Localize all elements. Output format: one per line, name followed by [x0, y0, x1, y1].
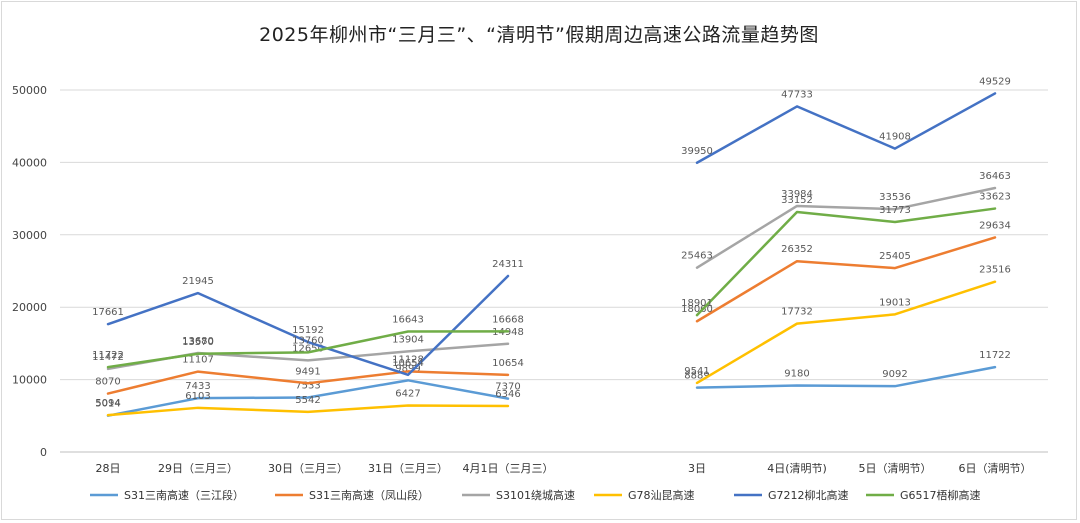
data-label: 5094 [95, 398, 120, 409]
series-line [695, 207, 997, 317]
data-label: 7433 [185, 381, 210, 392]
data-label: 41908 [879, 132, 911, 143]
legend-label: S3101绕城高速 [496, 488, 575, 502]
series-line [695, 365, 997, 389]
data-label: 25405 [879, 251, 911, 262]
chart-title: 2025年柳州市“三月三”、“清明节”假期周边高速公路流量趋势图 [259, 24, 819, 46]
x-tick-label: 29日（三月三） [158, 462, 238, 475]
data-label: 17661 [92, 307, 124, 318]
data-label: 11722 [92, 350, 124, 361]
x-tick-label: 4日(清明节) [767, 462, 827, 475]
x-tick-label: 30日（三月三） [268, 462, 348, 475]
data-label: 8070 [95, 377, 120, 388]
data-label: 9180 [784, 369, 809, 380]
series-line [106, 274, 510, 377]
x-tick-label: 31日（三月三） [368, 462, 448, 475]
y-tick-label: 0 [40, 446, 47, 459]
x-tick-label: 5日（清明节） [859, 462, 932, 475]
data-label: 7370 [495, 382, 520, 393]
data-label: 33623 [979, 192, 1011, 203]
data-label: 29634 [979, 220, 1011, 231]
x-tick-label: 6日（清明节） [959, 462, 1032, 475]
data-label: 23516 [979, 265, 1011, 276]
data-label: 33152 [781, 195, 813, 206]
x-tick-label: 4月1日（三月三） [463, 462, 554, 475]
data-label: 12650 [292, 343, 324, 354]
series-line [106, 379, 510, 417]
data-label: 18060 [681, 304, 713, 315]
data-label: 33536 [879, 192, 911, 203]
data-label: 13570 [182, 337, 214, 348]
x-tick-label: 3日 [688, 462, 706, 475]
x-tick-label: 28日 [96, 462, 121, 475]
data-label: 13904 [392, 334, 424, 345]
data-label: 15192 [292, 325, 324, 336]
data-label: 19013 [879, 297, 911, 308]
data-label: 33984 [781, 189, 813, 200]
data-label: 9092 [882, 369, 907, 380]
data-label: 25463 [681, 251, 713, 262]
legend-label: S31三南高速（凤山段） [309, 488, 429, 502]
data-label: 17732 [781, 307, 813, 318]
series-line [106, 370, 510, 395]
series-line [106, 330, 510, 369]
data-label: 11472 [92, 352, 124, 363]
data-label: 24311 [492, 259, 524, 270]
data-label: 5542 [295, 395, 320, 406]
y-tick-label: 40000 [12, 156, 47, 169]
data-label: 18901 [681, 298, 713, 309]
data-label: 11722 [979, 350, 1011, 361]
series-line [695, 92, 997, 165]
data-label: 9541 [684, 366, 709, 377]
series-line [695, 186, 997, 269]
data-label: 6346 [495, 389, 520, 400]
data-label: 13760 [292, 335, 324, 346]
data-label: 9491 [295, 366, 320, 377]
data-label: 10654 [492, 358, 524, 369]
legend-label: S31三南高速（三江段） [124, 488, 244, 502]
data-label: 39950 [681, 146, 713, 157]
data-label: 5014 [95, 399, 120, 410]
data-label: 7533 [295, 380, 320, 391]
data-label: 21945 [182, 276, 214, 287]
data-label: 6103 [185, 391, 210, 402]
data-label: 11128 [392, 354, 424, 365]
y-tick-label: 50000 [12, 84, 47, 97]
data-label: 49529 [979, 76, 1011, 87]
legend-label: G78汕昆高速 [628, 488, 695, 502]
data-label: 13680 [182, 336, 214, 347]
data-label: 10654 [392, 358, 424, 369]
y-tick-label: 30000 [12, 229, 47, 242]
legend-label: G6517梧柳高速 [900, 488, 981, 502]
legend-label: G7212柳北高速 [768, 488, 849, 502]
data-label: 11107 [182, 355, 214, 366]
data-label: 9899 [395, 363, 420, 374]
data-label: 6427 [395, 388, 420, 399]
data-label: 47733 [781, 89, 813, 100]
series-line [695, 236, 997, 323]
series-line [106, 404, 510, 417]
y-tick-label: 10000 [12, 374, 47, 387]
data-label: 8889 [684, 371, 709, 382]
data-label: 36463 [979, 171, 1011, 182]
data-label: 16643 [392, 315, 424, 326]
data-label: 16668 [492, 314, 524, 325]
y-tick-label: 20000 [12, 301, 47, 314]
data-label: 31773 [879, 205, 911, 216]
data-label: 26352 [781, 244, 813, 255]
series-line [695, 280, 997, 385]
